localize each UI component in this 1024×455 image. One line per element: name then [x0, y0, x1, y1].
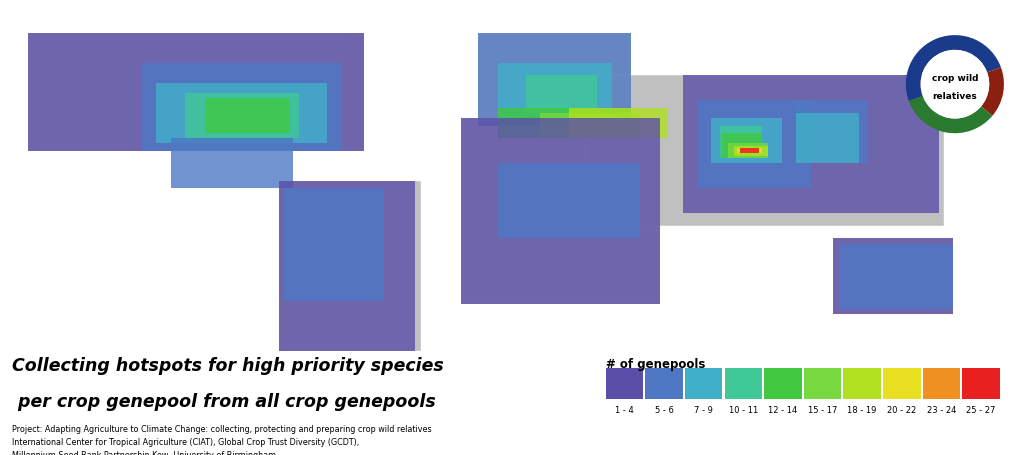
Bar [541, 113, 640, 138]
Bar [834, 238, 953, 314]
Bar [569, 108, 669, 138]
FancyBboxPatch shape [645, 368, 683, 399]
Bar [279, 181, 421, 351]
Bar [736, 148, 762, 153]
Bar [797, 101, 867, 163]
Text: 25 - 27: 25 - 27 [967, 405, 995, 415]
FancyBboxPatch shape [923, 368, 961, 399]
Bar [29, 33, 365, 151]
Bar [498, 63, 611, 118]
Wedge shape [908, 96, 992, 133]
Text: per crop genepool from all crop genepools: per crop genepool from all crop genepool… [12, 393, 435, 411]
Bar [142, 63, 341, 151]
Wedge shape [906, 35, 1001, 101]
Bar [683, 76, 939, 213]
Bar [839, 243, 953, 309]
Text: 23 - 24: 23 - 24 [927, 405, 956, 415]
FancyBboxPatch shape [725, 368, 762, 399]
Text: 5 - 6: 5 - 6 [654, 405, 674, 415]
Bar [285, 188, 384, 301]
Bar [461, 118, 659, 304]
Text: crop wild: crop wild [932, 74, 978, 83]
Bar [478, 33, 632, 126]
Text: 10 - 11: 10 - 11 [729, 405, 758, 415]
Bar [739, 148, 760, 153]
Bar [697, 101, 811, 188]
Bar [478, 33, 632, 126]
Bar [739, 148, 760, 153]
FancyBboxPatch shape [605, 368, 643, 399]
Circle shape [921, 50, 989, 118]
Bar [205, 98, 290, 133]
Bar [834, 238, 953, 314]
Bar [711, 118, 782, 163]
Bar [797, 113, 859, 163]
Text: # of genepools: # of genepools [605, 358, 706, 371]
Bar [171, 138, 293, 188]
Bar [734, 146, 768, 156]
Text: relatives: relatives [933, 92, 977, 101]
Text: Millennium Seed Bank Partnership Kew, University of Birmingham: Millennium Seed Bank Partnership Kew, Un… [12, 451, 276, 455]
Text: 12 - 14: 12 - 14 [768, 405, 798, 415]
Text: 18 - 19: 18 - 19 [848, 405, 877, 415]
Bar [723, 133, 762, 158]
FancyBboxPatch shape [764, 368, 802, 399]
Bar [728, 143, 768, 158]
Bar [498, 108, 632, 138]
Bar [29, 33, 365, 151]
Text: Project: Adapting Agriculture to Climate Change: collecting, protecting and prep: Project: Adapting Agriculture to Climate… [12, 425, 431, 434]
Bar [498, 163, 640, 238]
Bar [279, 181, 416, 351]
FancyBboxPatch shape [804, 368, 842, 399]
Text: 1 - 4: 1 - 4 [615, 405, 634, 415]
Bar [526, 76, 597, 113]
FancyBboxPatch shape [844, 368, 881, 399]
Bar [461, 118, 659, 304]
Bar [720, 126, 762, 158]
Text: 7 - 9: 7 - 9 [694, 405, 713, 415]
Text: 20 - 22: 20 - 22 [887, 405, 916, 415]
Bar [185, 93, 299, 138]
FancyBboxPatch shape [685, 368, 722, 399]
FancyBboxPatch shape [883, 368, 921, 399]
Text: 15 - 17: 15 - 17 [808, 405, 838, 415]
Text: International Center for Tropical Agriculture (CIAT), Global Crop Trust Diversit: International Center for Tropical Agricu… [12, 438, 359, 447]
Bar [586, 76, 944, 226]
Text: Collecting hotspots for high priority species: Collecting hotspots for high priority sp… [12, 357, 443, 375]
Wedge shape [981, 67, 1004, 116]
Bar [157, 83, 327, 143]
FancyBboxPatch shape [963, 368, 999, 399]
